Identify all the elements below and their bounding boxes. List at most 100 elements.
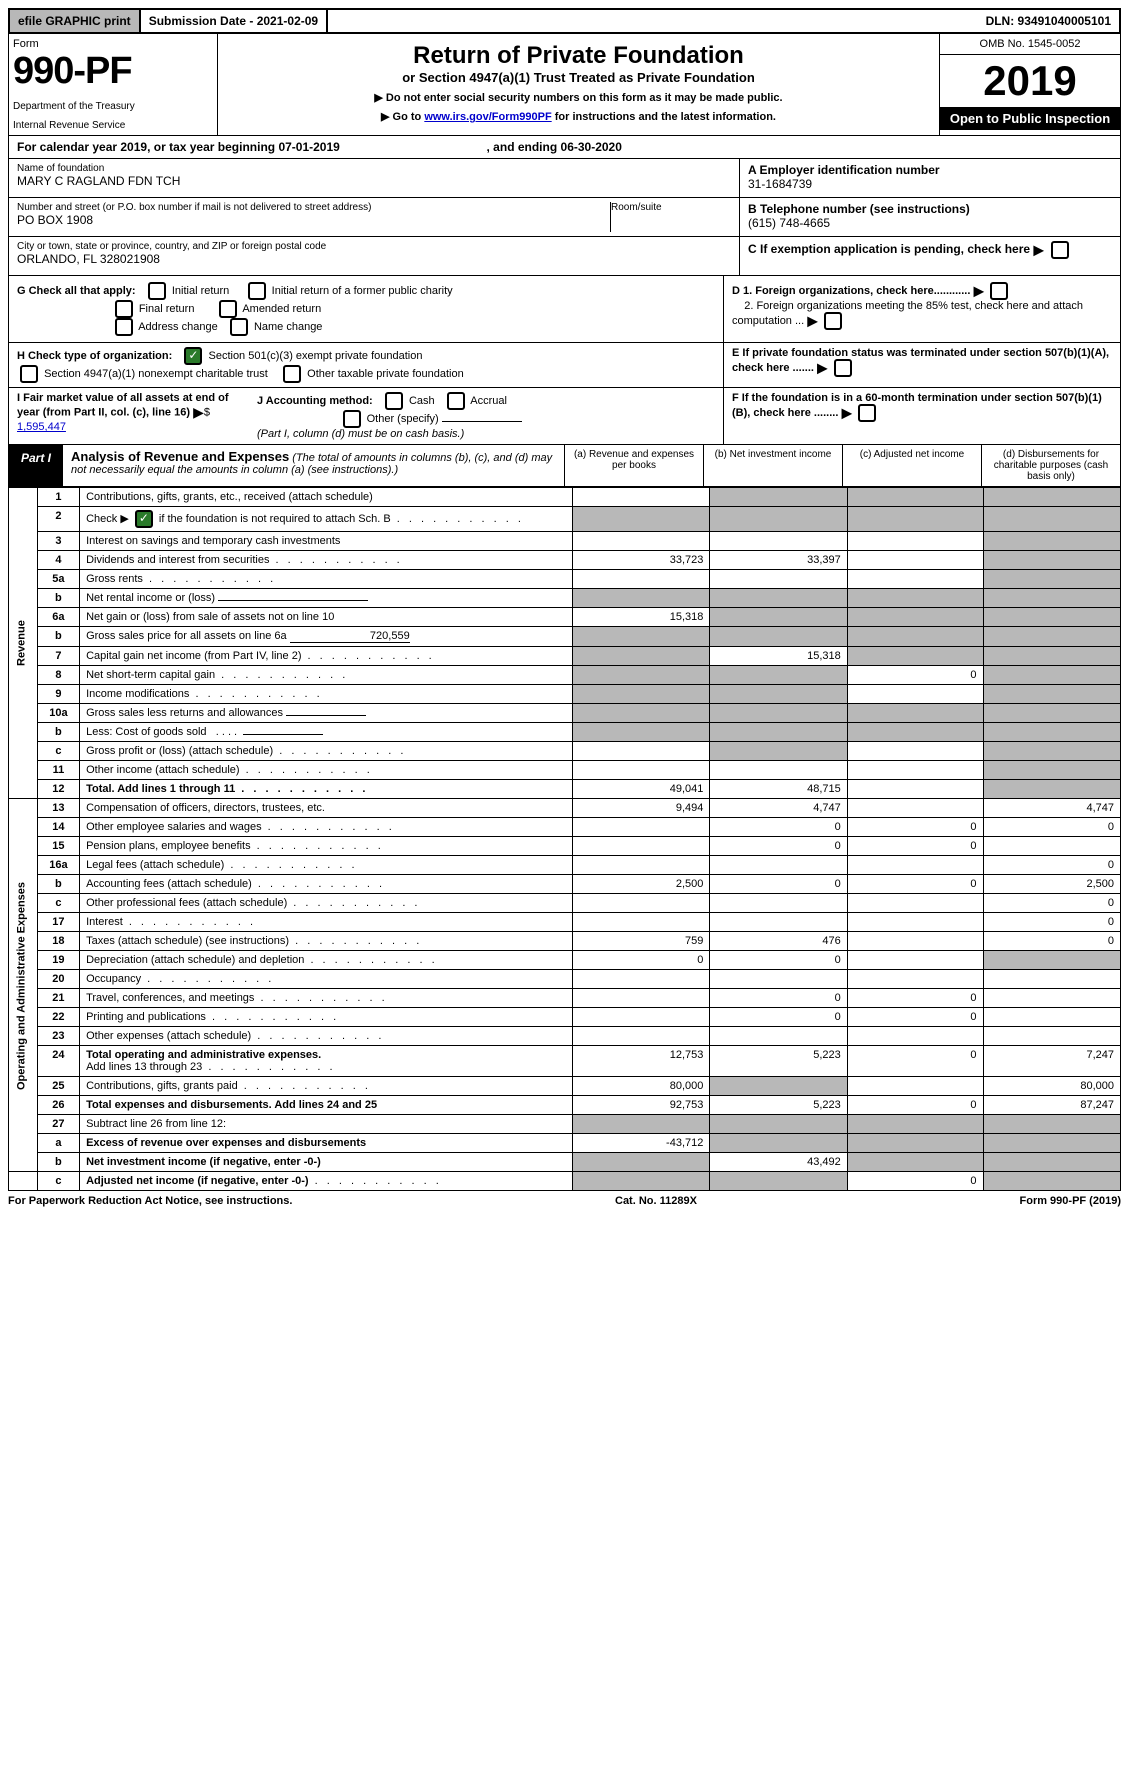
col-a-header: (a) Revenue and expenses per books (564, 445, 703, 486)
table-row: 4Dividends and interest from securities3… (9, 551, 1121, 570)
table-row: bLess: Cost of goods sold . . . . (9, 723, 1121, 742)
e-label: E If private foundation status was termi… (732, 347, 1109, 374)
amended-checkbox[interactable] (219, 300, 237, 318)
accrual-checkbox[interactable] (447, 392, 465, 410)
ein-label: A Employer identification number (748, 163, 1112, 177)
foundation-name: MARY C RAGLAND FDN TCH (17, 174, 731, 188)
address: PO BOX 1908 (17, 213, 610, 227)
d2-checkbox[interactable] (824, 312, 842, 330)
table-row: aExcess of revenue over expenses and dis… (9, 1134, 1121, 1153)
table-row: 2Check ▶ if the foundation is not requir… (9, 507, 1121, 532)
h-row: H Check type of organization: Section 50… (8, 343, 1121, 388)
col-c-header: (c) Adjusted net income (842, 445, 981, 486)
table-row: 25Contributions, gifts, grants paid80,00… (9, 1077, 1121, 1096)
open-public-badge: Open to Public Inspection (940, 107, 1120, 130)
table-row: 3Interest on savings and temporary cash … (9, 532, 1121, 551)
dln: DLN: 93491040005101 (978, 10, 1119, 32)
irs-link[interactable]: www.irs.gov/Form990PF (424, 111, 551, 123)
initial-former-checkbox[interactable] (248, 282, 266, 300)
footer-center: Cat. No. 11289X (615, 1195, 697, 1207)
other-taxable-checkbox[interactable] (283, 365, 301, 383)
table-row: 22Printing and publications00 (9, 1008, 1121, 1027)
city-label: City or town, state or province, country… (17, 241, 731, 252)
cash-checkbox[interactable] (385, 392, 403, 410)
schb-checkbox[interactable] (135, 510, 153, 528)
initial-return-checkbox[interactable] (148, 282, 166, 300)
instruction-1: ▶ Do not enter social security numbers o… (226, 91, 931, 104)
j-label: J Accounting method: (257, 395, 373, 407)
form-number: 990-PF (13, 50, 213, 93)
table-row: 24Total operating and administrative exp… (9, 1046, 1121, 1077)
501c3-checkbox[interactable] (184, 347, 202, 365)
irs-label: Internal Revenue Service (13, 120, 213, 131)
table-row: cOther professional fees (attach schedul… (9, 894, 1121, 913)
part1-header: Part I Analysis of Revenue and Expenses … (8, 445, 1121, 487)
calendar-year-row: For calendar year 2019, or tax year begi… (8, 136, 1121, 159)
phone-label: B Telephone number (see instructions) (748, 202, 1112, 216)
table-row: cGross profit or (loss) (attach schedule… (9, 742, 1121, 761)
form-label: Form (13, 38, 213, 50)
table-row: 15Pension plans, employee benefits00 (9, 837, 1121, 856)
tax-year: 2019 (940, 55, 1120, 107)
top-bar: efile GRAPHIC print Submission Date - 20… (8, 8, 1121, 34)
room-label: Room/suite (611, 202, 731, 213)
col-b-header: (b) Net investment income (703, 445, 842, 486)
c-label: C If exemption application is pending, c… (748, 242, 1030, 256)
col-d-header: (d) Disbursements for charitable purpose… (981, 445, 1120, 486)
g-label: G Check all that apply: (17, 285, 136, 297)
4947-checkbox[interactable] (20, 365, 38, 383)
addr-label: Number and street (or P.O. box number if… (17, 202, 610, 213)
table-row: bAccounting fees (attach schedule)2,5000… (9, 875, 1121, 894)
revenue-side-label: Revenue (9, 488, 38, 799)
dept-treasury: Department of the Treasury (13, 101, 213, 112)
d2-label: 2. Foreign organizations meeting the 85%… (732, 300, 1083, 327)
instruction-2: ▶ Go to www.irs.gov/Form990PF for instru… (226, 110, 931, 123)
part1-table: Revenue 1Contributions, gifts, grants, e… (8, 487, 1121, 1191)
e-checkbox[interactable] (834, 359, 852, 377)
f-checkbox[interactable] (858, 404, 876, 422)
table-row: 26Total expenses and disbursements. Add … (9, 1096, 1121, 1115)
table-row: 9Income modifications (9, 685, 1121, 704)
table-row: 27Subtract line 26 from line 12: (9, 1115, 1121, 1134)
fmv-value[interactable]: 1,595,447 (17, 421, 66, 433)
table-row: 11Other income (attach schedule) (9, 761, 1121, 780)
final-return-checkbox[interactable] (115, 300, 133, 318)
j-note: (Part I, column (d) must be on cash basi… (257, 428, 464, 440)
table-row: 10aGross sales less returns and allowanc… (9, 704, 1121, 723)
table-row: 12Total. Add lines 1 through 1149,04148,… (9, 780, 1121, 799)
table-row: Operating and Administrative Expenses 13… (9, 799, 1121, 818)
table-row: 5aGross rents (9, 570, 1121, 589)
city-value: ORLANDO, FL 328021908 (17, 252, 731, 266)
table-row: bNet rental income or (loss) (9, 589, 1121, 608)
form-header: Form 990-PF Department of the Treasury I… (8, 34, 1121, 136)
c-checkbox[interactable] (1051, 241, 1069, 259)
table-row: 7Capital gain net income (from Part IV, … (9, 647, 1121, 666)
efile-print-button[interactable]: efile GRAPHIC print (10, 10, 141, 32)
expenses-side-label: Operating and Administrative Expenses (9, 799, 38, 1172)
form-subtitle: or Section 4947(a)(1) Trust Treated as P… (226, 70, 931, 85)
other-method-checkbox[interactable] (343, 410, 361, 428)
foundation-info: Name of foundation MARY C RAGLAND FDN TC… (8, 159, 1121, 276)
f-label: F If the foundation is in a 60-month ter… (732, 392, 1102, 419)
h-label: H Check type of organization: (17, 350, 172, 362)
table-row: 6aNet gain or (loss) from sale of assets… (9, 608, 1121, 627)
table-row: bNet investment income (if negative, ent… (9, 1153, 1121, 1172)
ij-row: I Fair market value of all assets at end… (8, 388, 1121, 445)
table-row: 8Net short-term capital gain0 (9, 666, 1121, 685)
name-label: Name of foundation (17, 163, 731, 174)
table-row: 19Depreciation (attach schedule) and dep… (9, 951, 1121, 970)
address-change-checkbox[interactable] (115, 318, 133, 336)
table-row: Revenue 1Contributions, gifts, grants, e… (9, 488, 1121, 507)
part1-title: Analysis of Revenue and Expenses (71, 449, 289, 464)
d1-checkbox[interactable] (990, 282, 1008, 300)
table-row: 23Other expenses (attach schedule) (9, 1027, 1121, 1046)
footer-right: Form 990-PF (2019) (1020, 1195, 1121, 1207)
form-title: Return of Private Foundation (226, 42, 931, 70)
page-footer: For Paperwork Reduction Act Notice, see … (8, 1191, 1121, 1211)
table-row: bGross sales price for all assets on lin… (9, 627, 1121, 647)
table-row: cAdjusted net income (if negative, enter… (9, 1172, 1121, 1191)
name-change-checkbox[interactable] (230, 318, 248, 336)
table-row: 18Taxes (attach schedule) (see instructi… (9, 932, 1121, 951)
phone-value: (615) 748-4665 (748, 216, 1112, 230)
table-row: 16aLegal fees (attach schedule)0 (9, 856, 1121, 875)
